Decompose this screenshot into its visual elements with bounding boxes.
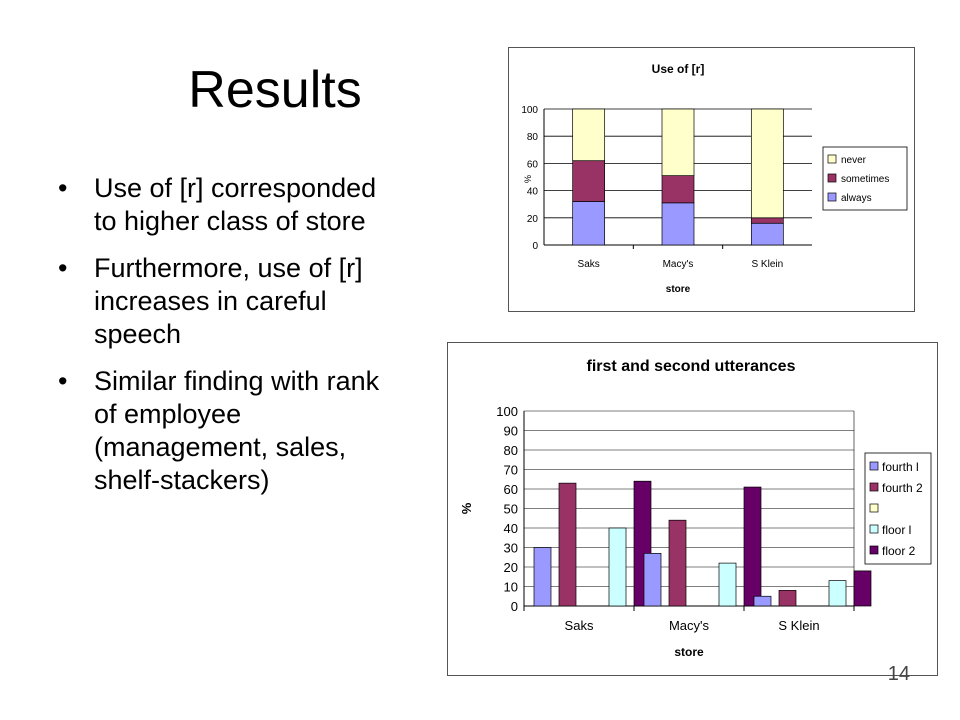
legend-label: floor 2 — [882, 544, 916, 558]
y-tick-label: 20 — [504, 560, 518, 575]
y-tick-label: 20 — [527, 214, 539, 225]
legend-swatch — [827, 192, 837, 202]
bullet-item: • Use of [r] corresponded to higher class… — [58, 172, 403, 238]
bullet-item: • Similar finding with rank of employee (… — [58, 365, 403, 497]
y-tick-label: 90 — [504, 424, 518, 439]
bar-segment — [750, 217, 784, 224]
bar — [668, 519, 687, 607]
y-tick-label: 60 — [527, 159, 539, 170]
bar-segment — [750, 222, 784, 246]
x-axis-title: store — [674, 645, 704, 659]
x-tick-label: S Klein — [778, 618, 819, 633]
bullet-icon: • — [58, 366, 68, 396]
y-tick-label: 10 — [504, 580, 518, 595]
legend-box — [822, 146, 908, 211]
y-tick-label: 100 — [521, 105, 538, 116]
bar-segment — [572, 108, 606, 162]
bar — [853, 570, 872, 607]
y-tick-label: 60 — [504, 482, 518, 497]
bar — [533, 547, 552, 607]
bar — [718, 562, 737, 607]
x-tick-label: Macy's — [669, 618, 710, 633]
legend-swatch — [869, 524, 879, 534]
y-tick-label: 30 — [504, 541, 518, 556]
bar-segment — [661, 202, 695, 246]
y-tick-label: 80 — [504, 443, 518, 458]
bullet-text: Use of [r] corresponded to higher class … — [94, 173, 377, 236]
bar — [753, 595, 772, 607]
legend-swatch — [869, 503, 879, 513]
chart-svg: Use of [r] 0 20 40 60 80 100 Saks Macy's S Klein s… — [521, 62, 908, 295]
x-tick-label: Saks — [565, 618, 594, 633]
legend-swatch — [869, 461, 879, 471]
bar-segment — [750, 108, 784, 219]
x-tick-label: S Klein — [751, 259, 783, 270]
chart-svg: first and second utterances 0 10 20 30 40 50 60… — [459, 358, 932, 659]
y-axis-title: % — [523, 175, 533, 183]
legend-label: fourth l — [882, 460, 919, 474]
bullet-list: • Use of [r] corresponded to higher class… — [58, 172, 403, 511]
bar — [743, 486, 762, 607]
legend-swatch — [827, 154, 837, 164]
legend-swatch — [869, 482, 879, 492]
bar — [643, 553, 662, 607]
bar — [778, 590, 797, 607]
legend-label: fourth 2 — [882, 481, 923, 495]
bar-segment — [661, 108, 695, 176]
stacked-bar-chart-use-of-r: Use of [r] 0 20 40 60 80 100 Saks Macy's S Klein s… — [508, 47, 915, 312]
bullet-text: Similar finding with rank of employee (m… — [94, 366, 380, 495]
legend-swatch — [869, 545, 879, 555]
y-tick-label: 40 — [527, 187, 539, 198]
y-axis-title: % — [459, 502, 474, 514]
x-tick-label: Saks — [578, 259, 600, 270]
slide-title: Results — [188, 61, 362, 119]
legend-label: floor l — [882, 523, 911, 537]
bar — [828, 580, 847, 607]
page-number: 14 — [887, 663, 910, 685]
legend-swatch — [827, 173, 837, 183]
x-axis-title: store — [666, 284, 691, 295]
bar-segment — [572, 201, 606, 246]
grouped-bar-chart-utterances: first and second utterances 0 10 20 30 40 50 60… — [447, 342, 938, 676]
bar — [608, 527, 627, 607]
legend-label: never — [841, 155, 867, 166]
bar — [558, 482, 577, 607]
bullet-item: • Furthermore, use of [r] increases in ca… — [58, 252, 403, 351]
chart-title: Use of [r] — [652, 62, 705, 76]
y-tick-label: 0 — [532, 241, 538, 252]
legend-label: always — [841, 193, 872, 204]
bar-segment — [661, 175, 695, 204]
x-tick-label: Macy's — [663, 259, 694, 270]
y-tick-label: 80 — [527, 132, 539, 143]
bullet-icon: • — [58, 173, 68, 203]
bullet-icon: • — [58, 253, 68, 283]
y-tick-label: 0 — [511, 599, 518, 614]
y-tick-label: 40 — [504, 521, 518, 536]
legend-label: sometimes — [841, 174, 889, 185]
bar-segment — [572, 160, 606, 202]
y-tick-label: 50 — [504, 502, 518, 517]
chart-title: first and second utterances — [587, 358, 796, 375]
bullet-text: Furthermore, use of [r] increases in car… — [94, 253, 363, 349]
y-tick-label: 70 — [504, 463, 518, 478]
y-tick-label: 100 — [496, 404, 518, 419]
